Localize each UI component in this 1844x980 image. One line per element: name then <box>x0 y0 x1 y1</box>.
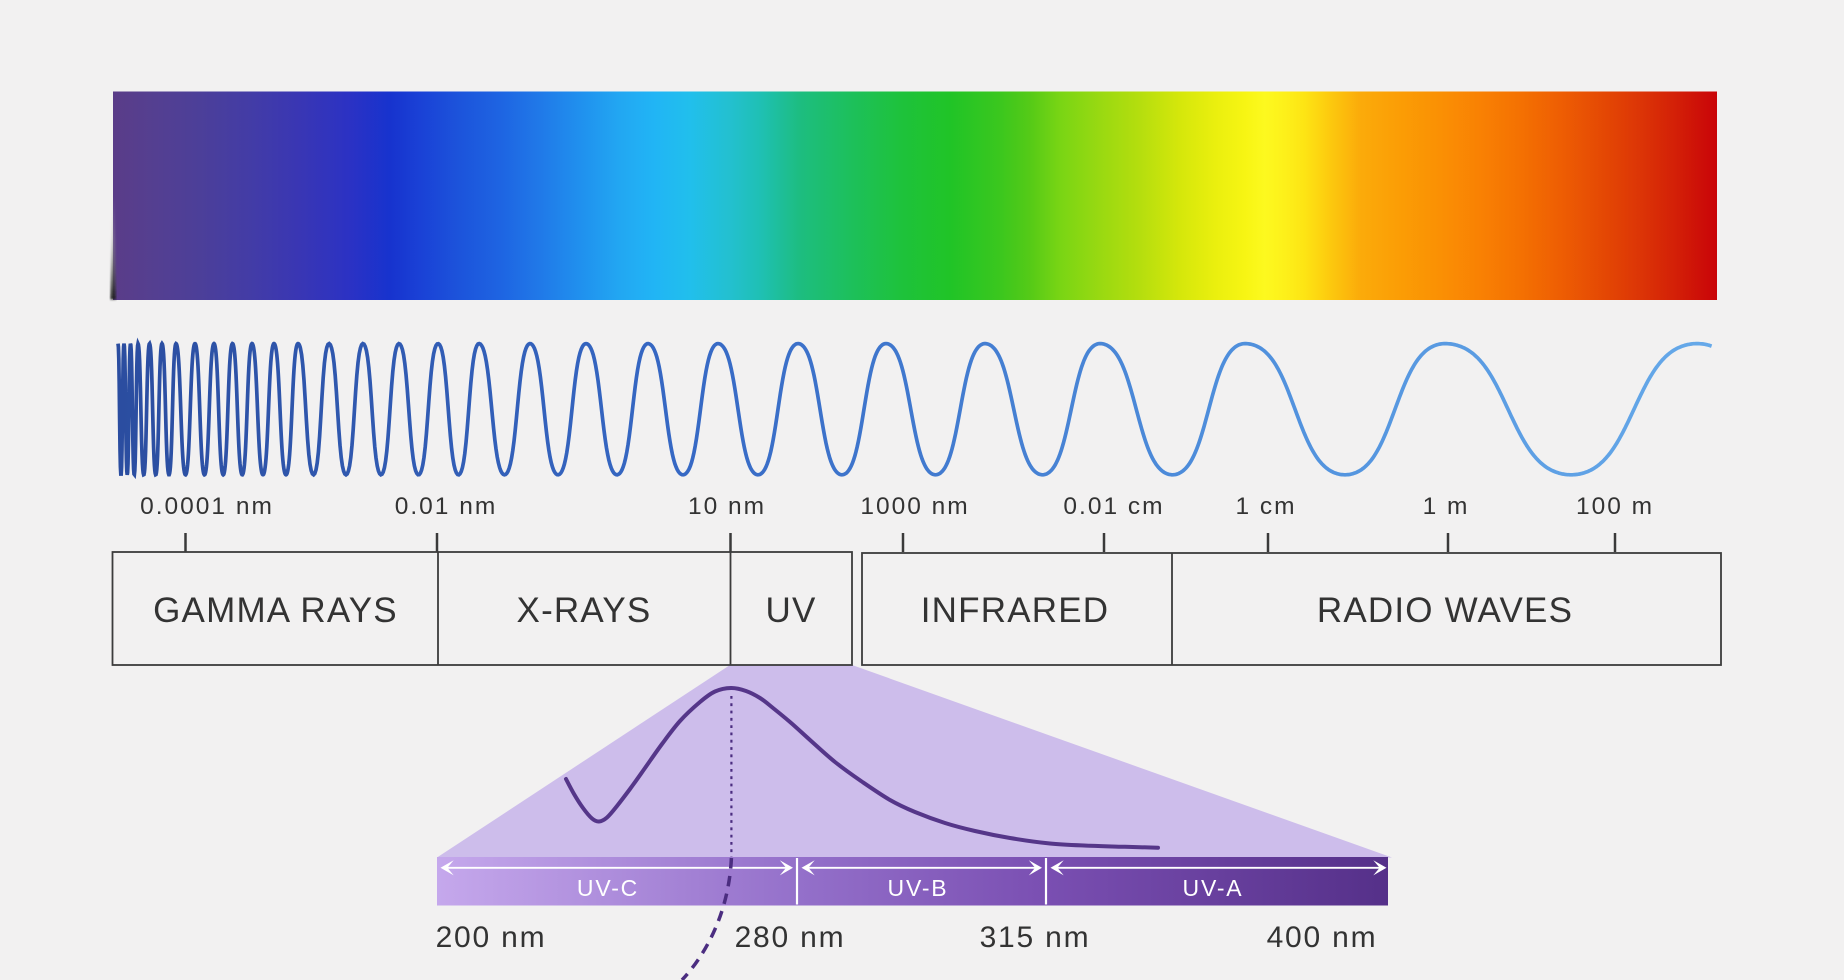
svg-text:UV-B: UV-B <box>888 875 949 901</box>
svg-text:1 m: 1 m <box>1423 493 1470 520</box>
svg-text:400 nm: 400 nm <box>1267 921 1378 954</box>
svg-text:100 m: 100 m <box>1576 493 1654 520</box>
svg-text:1000 nm: 1000 nm <box>860 493 969 520</box>
svg-text:0.01 nm: 0.01 nm <box>395 493 498 520</box>
svg-text:INFRARED: INFRARED <box>921 591 1110 630</box>
svg-text:UV-C: UV-C <box>577 875 639 901</box>
svg-text:10 nm: 10 nm <box>688 493 766 520</box>
svg-text:315 nm: 315 nm <box>980 921 1091 954</box>
svg-text:0.01 cm: 0.01 cm <box>1063 493 1164 520</box>
svg-text:200 nm: 200 nm <box>436 921 547 954</box>
svg-text:X-RAYS: X-RAYS <box>517 591 652 630</box>
svg-text:1 cm: 1 cm <box>1235 493 1296 520</box>
svg-text:RADIO WAVES: RADIO WAVES <box>1317 591 1573 630</box>
svg-text:UV: UV <box>765 591 816 630</box>
svg-text:UV-A: UV-A <box>1183 875 1244 901</box>
svg-text:280 nm: 280 nm <box>735 921 846 954</box>
svg-text:0.0001 nm: 0.0001 nm <box>140 493 274 520</box>
svg-text:GAMMA RAYS: GAMMA RAYS <box>153 591 398 630</box>
